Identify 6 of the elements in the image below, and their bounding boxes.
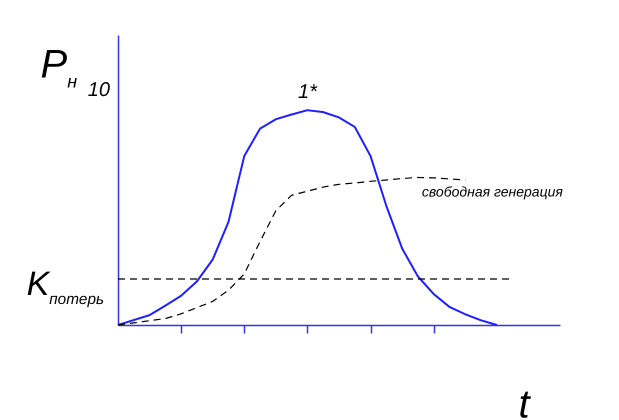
ref-line-label: K$_{потерь}$ xyxy=(26,265,104,308)
series-label: свободная генерация xyxy=(422,183,564,200)
text: 10 xyxy=(88,79,110,101)
series-label: 1* xyxy=(298,81,318,104)
x-axis-title: t xyxy=(518,382,532,420)
y-axis-title: P$_{н}$ xyxy=(40,42,78,92)
